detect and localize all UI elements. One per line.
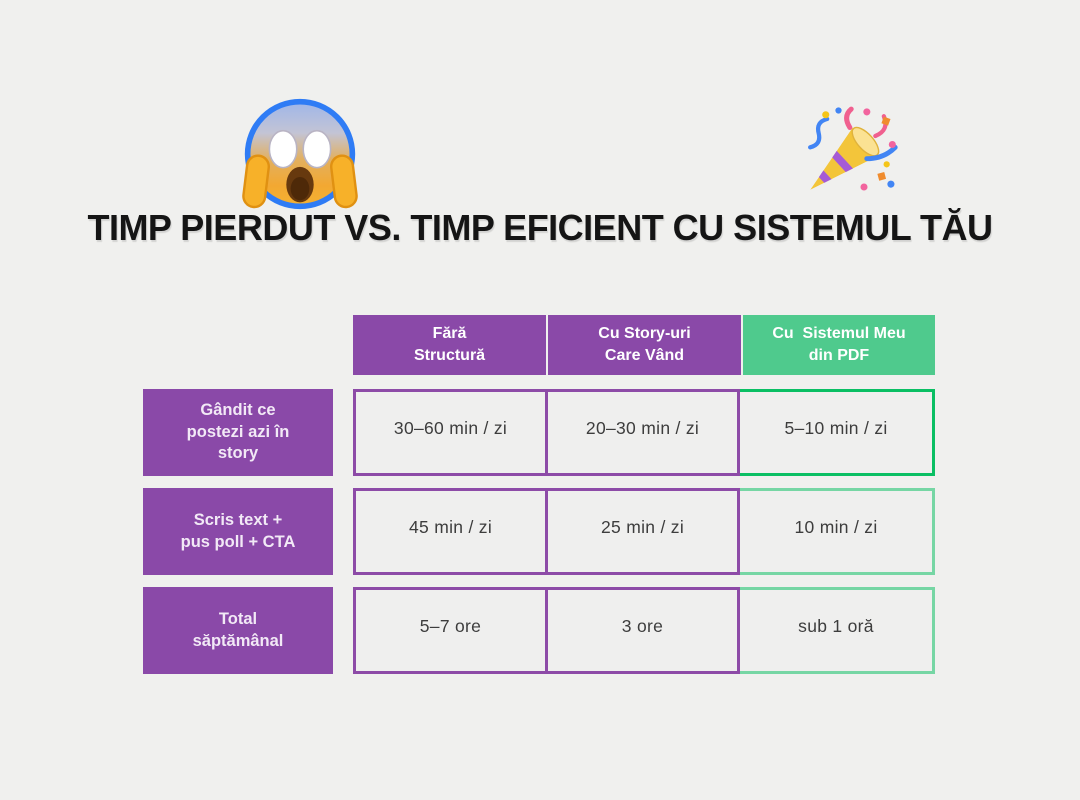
row-gap	[333, 389, 353, 476]
table-row: Total săptămânal 5–7 ore 3 ore sub 1 oră	[143, 587, 935, 674]
screaming-face-icon	[242, 96, 358, 212]
row-gap	[333, 587, 353, 674]
table-cell: 3 ore	[545, 587, 740, 674]
page-title: TIMP PIERDUT VS. TIMP EFICIENT CU SISTEM…	[87, 207, 993, 248]
row-label-total: Total săptămânal	[143, 587, 333, 674]
table-cell: 45 min / zi	[353, 488, 548, 575]
table-cell: 5–10 min / zi	[740, 389, 935, 476]
table-row: Gândit ce postezi azi în story 30–60 min…	[143, 389, 935, 476]
table-cell: 20–30 min / zi	[545, 389, 740, 476]
table-cell: 10 min / zi	[740, 488, 935, 575]
table-row: Scris text + pus poll + CTA 45 min / zi …	[143, 488, 935, 575]
column-header-cu-sistemul-meu: Cu Sistemul Meu din PDF	[743, 315, 935, 375]
column-headers: Fără Structură Cu Story-uri Care Vând Cu…	[353, 315, 935, 375]
table-cell: 30–60 min / zi	[353, 389, 548, 476]
comparison-table: Fără Structură Cu Story-uri Care Vând Cu…	[143, 315, 935, 674]
column-header-fara-structura: Fără Structură	[353, 315, 546, 375]
row-label-gandit: Gândit ce postezi azi în story	[143, 389, 333, 476]
table-body: Gândit ce postezi azi în story 30–60 min…	[143, 389, 935, 674]
table-cell: sub 1 oră	[740, 587, 935, 674]
table-cell: 25 min / zi	[545, 488, 740, 575]
row-label-scris: Scris text + pus poll + CTA	[143, 488, 333, 575]
row-gap	[333, 488, 353, 575]
party-popper-icon	[796, 102, 898, 204]
table-cell: 5–7 ore	[353, 587, 548, 674]
column-header-cu-storyuri: Cu Story-uri Care Vând	[548, 315, 741, 375]
